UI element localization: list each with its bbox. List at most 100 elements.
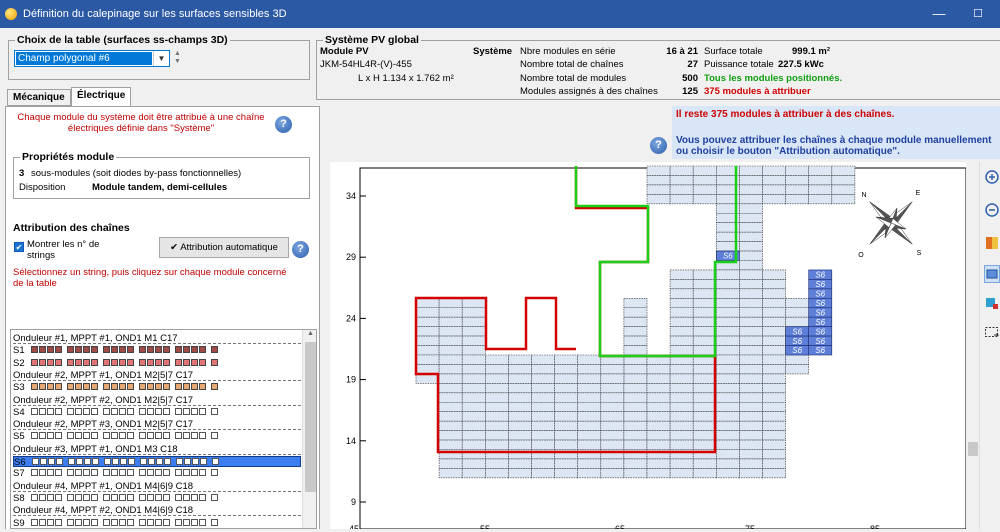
string-row[interactable]: S8 [13,493,301,504]
string-module [83,432,90,440]
string-module [199,469,206,477]
inverter-header[interactable]: Onduleur #2, MPPT #1, OND1 M2|5|7 C17 [13,370,301,381]
minimize-button[interactable]: — [932,6,946,21]
module-cell [554,420,579,431]
module-cell [762,401,786,412]
module-cell [554,458,579,469]
module-cell [646,458,671,469]
string-module [31,358,38,366]
module-cell [692,383,717,394]
rectangle-select-icon[interactable] [984,325,1000,343]
module-cell [762,316,786,327]
maximize-button[interactable]: ☐ [973,8,983,20]
select-tool-icon[interactable] [984,265,1000,283]
chevron-down-icon[interactable]: ▼ [153,51,169,66]
module-model: JKM-54HL4R-(V)-455 [320,59,412,70]
list-scrollbar[interactable]: ▲ [302,330,316,528]
module-cell [762,345,786,356]
module-cell [762,288,786,299]
color-tool-icon[interactable] [984,235,1000,253]
string-module [199,493,206,501]
string-module [211,358,218,366]
show-numbers-checkbox[interactable]: ✔ [14,242,24,252]
spin-arrows-icon[interactable]: ▲ ▼ [174,50,181,65]
string-list[interactable]: Onduleur #1, MPPT #1, OND1 M1 C17 S1 S2 Ond… [10,329,317,529]
scroll-up-icon[interactable]: ▲ [307,330,314,337]
module-cell [600,364,625,375]
x-tick-label: 55 [480,524,490,529]
zoom-out-icon[interactable] [984,202,1000,220]
layout-plot[interactable]: 34 29 24 19 14 9 45 55 65 75 85 S6 S6 S6 S6 S6 S6 S6 S6 S6 S… [330,162,967,532]
scroll-thumb[interactable] [305,342,316,492]
string-module [164,458,171,465]
string-row[interactable]: S7 [13,468,301,479]
strings-header: Attribution des chaînes [13,222,130,234]
module-cell [808,175,833,186]
module-cell [438,383,463,394]
assign-tool-icon[interactable] [984,295,1000,313]
string-row[interactable]: S1 [13,345,301,356]
auto-assign-button[interactable]: ✔ Attribution automatique [159,237,289,258]
show-numbers-label[interactable]: Montrer les n° de strings [27,239,100,261]
help-icon[interactable]: ? [275,116,292,133]
module-cell [762,279,786,290]
inverter-header[interactable]: Onduleur #2, MPPT #3, OND1 M2|5|7 C17 [13,419,301,431]
string-module [39,346,46,354]
string-row[interactable]: S5 [13,431,301,442]
string-row[interactable]: S4 [13,407,301,418]
string-name: S7 [13,468,25,480]
help-icon-3[interactable]: ? [650,137,667,154]
module-cell [715,316,740,327]
module-cell [485,411,509,422]
s6-label: S6 [792,327,802,336]
inverter-header[interactable]: Onduleur #2, MPPT #2, OND1 M2|5|7 C17 [13,395,301,406]
tab-electrique[interactable]: Électrique [71,87,132,107]
s6-label: S6 [815,308,825,317]
module-cell [669,298,694,309]
string-module [56,458,63,465]
tab-mecanique[interactable]: Mécanique [7,89,71,106]
string-row[interactable]: S6 [13,456,301,468]
check-icon: ✔ [170,242,179,253]
module-cell [531,458,555,469]
string-module [183,383,190,391]
module-cell [831,165,856,176]
inverter-header[interactable]: Onduleur #4, MPPT #2, OND1 M4|6|9 C18 [13,505,301,517]
message-line-3: ou choisir le bouton "Attribution automa… [676,146,900,157]
module-cell [785,184,810,195]
zoom-in-icon[interactable] [984,169,1000,187]
string-module [67,358,74,366]
module-cell [739,279,763,290]
inverter-header[interactable]: Onduleur #3, MPPT #1, OND1 M3 C18 [13,444,301,455]
plot-scrollbar[interactable] [966,162,980,529]
module-cell [600,468,625,479]
module-cell [739,383,763,394]
module-cell [715,354,740,365]
module-cell [438,430,463,441]
string-module [47,469,54,477]
module-cell [485,420,509,431]
module-cell [762,175,786,186]
y-tick-label: 34 [346,191,356,201]
string-module [163,432,170,440]
inverter-header[interactable]: Onduleur #1, MPPT #1, OND1 M1 C17 [13,333,301,344]
plot-scroll-thumb[interactable] [968,442,978,456]
table-select[interactable]: Champ polygonal #6 ▼ [14,50,170,67]
string-row[interactable]: S2 [13,358,301,369]
module-cell [415,345,440,356]
string-module [55,407,62,415]
green-outline [574,166,738,358]
help-icon-2[interactable]: ? [292,241,309,258]
module-cell [508,383,532,394]
string-row[interactable]: S3 [13,382,301,393]
module-cell [739,401,763,412]
module-cell [739,165,763,176]
module-cell [438,345,463,356]
compass-label: S [917,250,922,257]
string-module [67,407,74,415]
inverter-header[interactable]: Onduleur #4, MPPT #1, OND1 M4|6|9 C18 [13,481,301,492]
string-row[interactable]: S9 [13,518,301,528]
module-cell [785,194,810,205]
module-cell [508,411,532,422]
